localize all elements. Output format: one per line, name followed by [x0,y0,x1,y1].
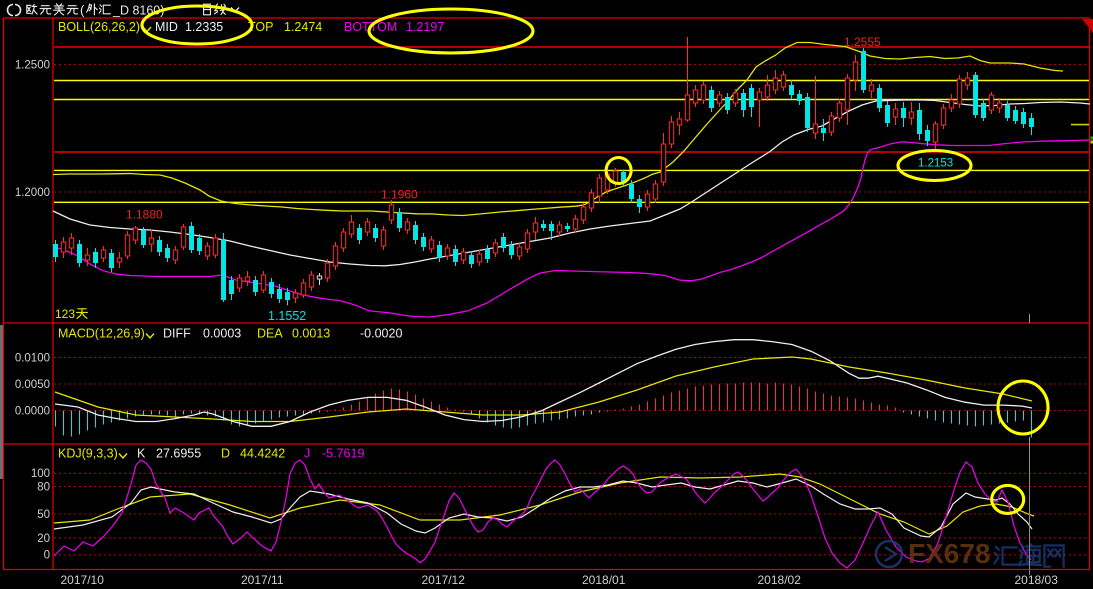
svg-text:0.0003: 0.0003 [203,327,241,341]
svg-text:100: 100 [31,468,50,480]
svg-text:1.2500: 1.2500 [15,60,50,72]
svg-text:2017/12: 2017/12 [422,573,466,587]
svg-text:1.1880: 1.1880 [126,208,163,222]
svg-text:2017/10: 2017/10 [61,573,105,587]
svg-text:1.2555: 1.2555 [844,35,881,49]
svg-text:80: 80 [37,482,50,494]
svg-text:0: 0 [44,550,50,562]
svg-text:2018/02: 2018/02 [758,573,802,587]
svg-text:DIFF: DIFF [163,327,191,341]
svg-text:123: 123 [55,307,75,321]
svg-text:1.2000: 1.2000 [15,187,50,199]
svg-text:1.2474: 1.2474 [284,20,322,34]
svg-text:20: 20 [37,533,50,545]
svg-text:-5.7619: -5.7619 [322,447,364,461]
svg-text:TOP: TOP [248,20,273,34]
svg-text:2017/11: 2017/11 [241,573,284,587]
svg-text:BOLL(26,26,2): BOLL(26,26,2) [58,20,140,34]
svg-text:1.2197: 1.2197 [406,20,444,34]
svg-text:K: K [137,447,146,461]
svg-text:0.0050: 0.0050 [15,379,50,391]
svg-text:27.6955: 27.6955 [156,447,201,461]
svg-text:50: 50 [37,509,50,521]
svg-text:KDJ(9,3,3): KDJ(9,3,3) [58,447,118,461]
svg-text:1.1960: 1.1960 [381,188,418,202]
svg-text:J: J [304,447,310,461]
svg-text:D: D [221,447,230,461]
svg-text:(: ( [80,3,85,18]
svg-text:44.4242: 44.4242 [240,447,285,461]
svg-text:1.2153: 1.2153 [918,158,953,170]
svg-text:FX678: FX678 [908,538,991,569]
svg-text:DEA: DEA [257,327,283,341]
svg-text:2018/03: 2018/03 [1015,573,1059,587]
svg-text:2018/01: 2018/01 [582,573,626,587]
svg-text:0.0000: 0.0000 [15,406,50,418]
svg-text:0.0013: 0.0013 [292,327,330,341]
svg-text:1.2335: 1.2335 [185,20,223,34]
svg-text:MID: MID [155,20,178,34]
svg-text:MACD(12,26,9): MACD(12,26,9) [58,327,145,341]
svg-text:1.1552: 1.1552 [268,309,306,323]
svg-text:-0.0020: -0.0020 [360,327,402,341]
svg-text:0.0100: 0.0100 [15,353,50,365]
